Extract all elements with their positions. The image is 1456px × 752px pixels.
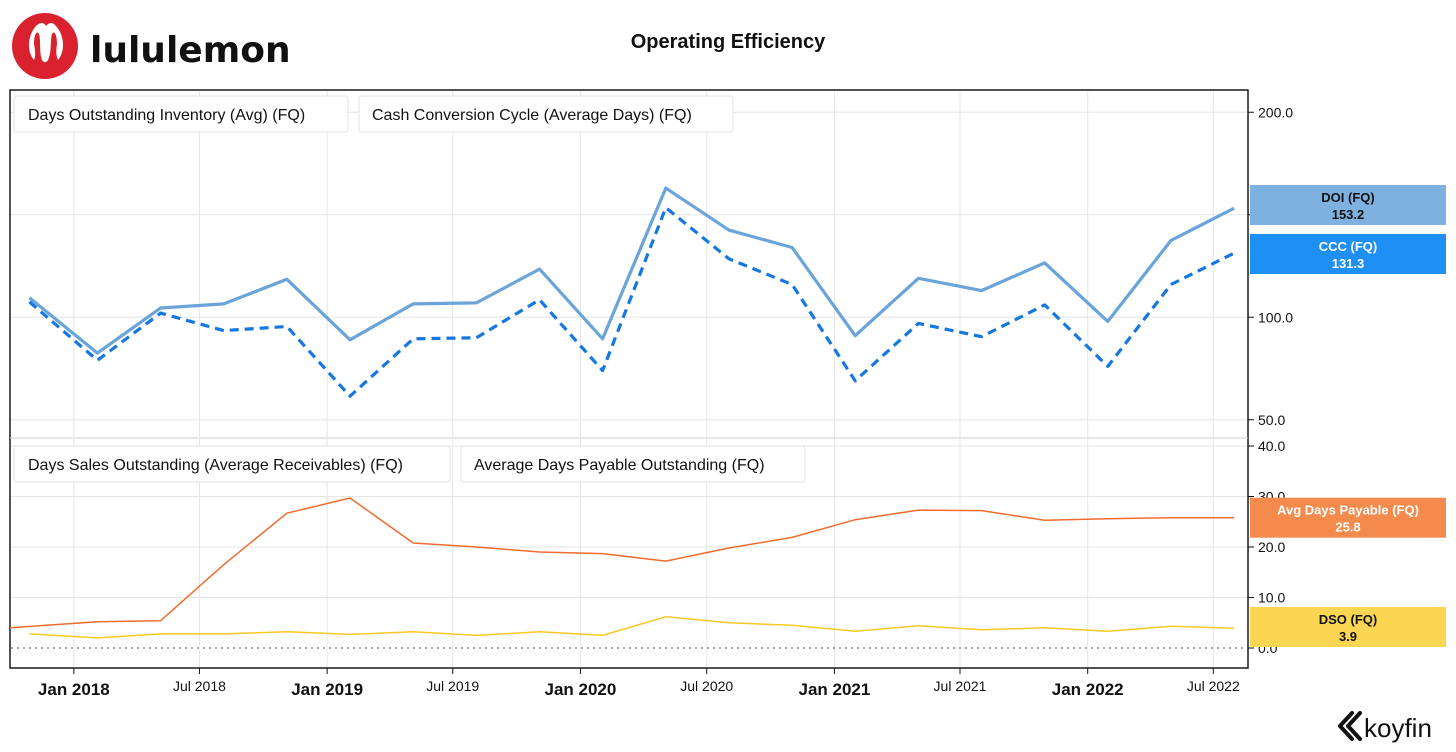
x-tick-label: Jan 2020 — [545, 680, 617, 699]
axis-layer: Jan 2018 Jul 2018 Jan 2019 Jul 2019 Jan 2020… — [38, 104, 1293, 699]
plot-frame — [9, 89, 1249, 669]
badge-dso: DSO (FQ) 3.9 — [1250, 607, 1446, 647]
x-tick-label: Jul 2022 — [1187, 678, 1240, 694]
badge-value-ccc: 131.3 — [1332, 256, 1365, 271]
legend-item-dso[interactable]: Days Sales Outstanding (Average Receivab… — [13, 445, 451, 483]
x-tick-label: Jul 2020 — [680, 678, 733, 694]
legend-item-ccc[interactable]: Cash Conversion Cycle (Average Days) (FQ… — [358, 95, 734, 133]
x-tick-label: Jan 2018 — [38, 680, 110, 699]
legend-top: Days Outstanding Inventory (Avg) (FQ) Ca… — [13, 95, 734, 133]
badge-ccc: CCC (FQ) 131.3 — [1250, 234, 1446, 274]
y-tick-label: 40.0 — [1258, 438, 1285, 454]
legend-label-dpo: Average Days Payable Outstanding (FQ) — [474, 457, 765, 474]
badge-bg-dpo — [1250, 497, 1446, 538]
brand-name: lululemon — [90, 30, 291, 71]
badge-bg-doi — [1250, 185, 1446, 225]
legend-label-dso: Days Sales Outstanding (Average Receivab… — [28, 457, 403, 474]
series-line-dso — [29, 615, 1235, 639]
legend-bottom: Days Sales Outstanding (Average Receivab… — [13, 445, 806, 483]
koyfin-logo-icon — [1338, 711, 1362, 741]
badge-bg-ccc — [1250, 234, 1446, 274]
y-tick-label: 50.0 — [1258, 412, 1285, 428]
series-line-doi — [28, 186, 1235, 355]
badge-value-dso: 3.9 — [1339, 629, 1357, 644]
brand-logo: lululemon — [12, 13, 291, 79]
badge-label-doi: DOI (FQ) — [1321, 190, 1374, 205]
badge-label-ccc: CCC (FQ) — [1319, 239, 1378, 254]
series-line-dpo — [9, 497, 1235, 629]
lululemon-logo-mark — [28, 23, 64, 63]
series-line-ccc — [28, 206, 1235, 398]
koyfin-watermark: koyfin — [1338, 711, 1432, 743]
badge-bg-dso — [1250, 607, 1446, 647]
chart-title: Operating Efficiency — [631, 31, 826, 53]
badge-value-doi: 153.2 — [1332, 207, 1365, 222]
legend-item-dpo[interactable]: Average Days Payable Outstanding (FQ) — [460, 445, 806, 483]
grid-layer — [11, 91, 1247, 667]
legend-label-doi: Days Outstanding Inventory (Avg) (FQ) — [28, 107, 305, 124]
legend-label-ccc: Cash Conversion Cycle (Average Days) (FQ… — [372, 107, 692, 124]
x-tick-label: Jul 2018 — [173, 678, 226, 694]
badge-doi: DOI (FQ) 153.2 — [1250, 185, 1446, 225]
y-tick-label: 200.0 — [1258, 104, 1293, 120]
legend-item-doi[interactable]: Days Outstanding Inventory (Avg) (FQ) — [13, 95, 349, 133]
y-tick-label: 100.0 — [1258, 309, 1293, 325]
source-brand: koyfin — [1364, 713, 1432, 743]
x-tick-label: Jan 2022 — [1052, 680, 1124, 699]
badge-label-dso: DSO (FQ) — [1319, 612, 1378, 627]
y-tick-label: 10.0 — [1258, 590, 1285, 606]
legend-swatch-dpo — [462, 447, 466, 481]
x-tick-label: Jan 2019 — [291, 680, 363, 699]
legend-swatch-dso — [15, 447, 19, 481]
badge-label-dpo: Avg Days Payable (FQ) — [1277, 503, 1419, 518]
series-layer — [9, 186, 1235, 639]
x-tick-label: Jul 2019 — [426, 678, 479, 694]
badge-dpo: Avg Days Payable (FQ) 25.8 — [1250, 497, 1446, 538]
legend-swatch-ccc — [360, 97, 364, 131]
legend-swatch-doi — [15, 97, 19, 131]
x-tick-label: Jan 2021 — [798, 680, 870, 699]
value-badges: DOI (FQ) 153.2 CCC (FQ) 131.3 Avg Days Payab… — [1250, 185, 1446, 647]
x-tick-label: Jul 2021 — [934, 678, 987, 694]
badge-value-dpo: 25.8 — [1335, 520, 1360, 535]
y-tick-label: 20.0 — [1258, 539, 1285, 555]
